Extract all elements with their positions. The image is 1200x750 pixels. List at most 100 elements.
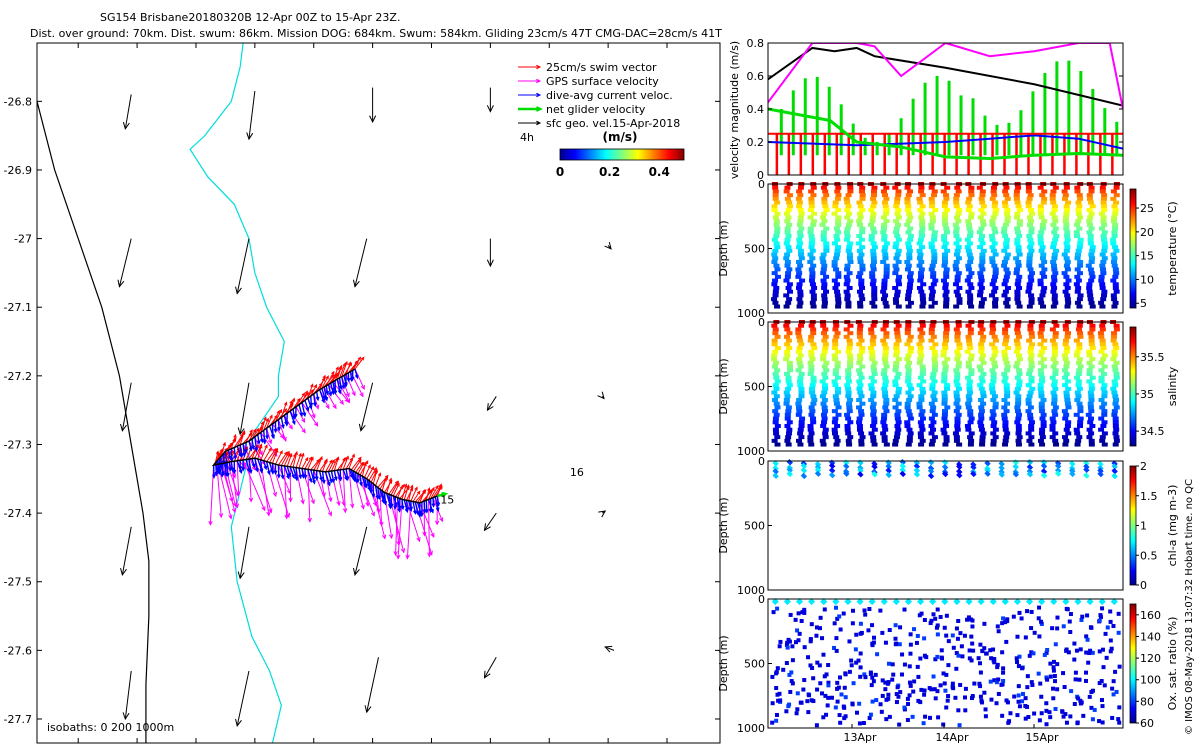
profile-sample bbox=[905, 353, 912, 358]
profile-sample bbox=[833, 233, 840, 238]
profile-sample bbox=[1112, 423, 1119, 428]
profile-sample bbox=[956, 653, 961, 658]
profile-sample bbox=[772, 427, 779, 432]
profile-sample bbox=[833, 605, 838, 610]
legend-item: dive-avg current veloc. bbox=[546, 89, 673, 102]
profile-sample bbox=[870, 259, 877, 264]
profile-sample bbox=[1074, 233, 1081, 238]
profile-sample bbox=[828, 472, 836, 479]
profile-sample bbox=[928, 226, 935, 231]
profile-sample bbox=[1072, 702, 1077, 707]
profile-sample bbox=[989, 342, 996, 347]
profile-sample bbox=[856, 420, 863, 425]
profile-sample bbox=[1087, 237, 1094, 242]
profile-sample bbox=[1098, 375, 1105, 380]
profile-sample bbox=[978, 423, 985, 428]
profile-sample bbox=[1013, 215, 1020, 220]
profile-sample bbox=[930, 394, 937, 399]
profile-sample bbox=[977, 331, 984, 336]
profile-sample bbox=[797, 364, 804, 369]
profile-sample bbox=[846, 345, 853, 350]
legend-swatch bbox=[518, 78, 542, 84]
profile-sample bbox=[929, 293, 936, 298]
profile-sample bbox=[1036, 616, 1041, 621]
profile-sample bbox=[978, 642, 983, 647]
profile-sample bbox=[843, 671, 848, 676]
profile-sample bbox=[938, 683, 943, 688]
profile-sample bbox=[920, 379, 927, 384]
profile-sample bbox=[881, 416, 888, 421]
profile-sample bbox=[1101, 256, 1108, 261]
profile-sample bbox=[943, 435, 950, 440]
profile-sample bbox=[883, 241, 890, 246]
dive-avg-current-arrow bbox=[243, 442, 248, 454]
profile-sample bbox=[1086, 349, 1093, 354]
profile-sample bbox=[858, 349, 865, 354]
profile-sample bbox=[871, 360, 878, 365]
profile-sample bbox=[904, 185, 911, 190]
profile-sample bbox=[856, 274, 863, 279]
profile-sample bbox=[1040, 289, 1047, 294]
profile-sample bbox=[1031, 651, 1036, 656]
profile-sample bbox=[1039, 222, 1046, 227]
profile-sample bbox=[834, 248, 841, 253]
profile-sample bbox=[858, 252, 865, 257]
profile-sample bbox=[1063, 256, 1070, 261]
profile-sample bbox=[953, 233, 960, 238]
profile-sample bbox=[956, 708, 961, 713]
profile-sample bbox=[823, 241, 830, 246]
profile-sample bbox=[1037, 204, 1044, 209]
profile-sample bbox=[1083, 459, 1090, 467]
profile-sample bbox=[1026, 285, 1033, 290]
profile-sample bbox=[918, 435, 925, 440]
profile-sample bbox=[1014, 200, 1021, 205]
profile-sample bbox=[784, 349, 791, 354]
profile-sample bbox=[1063, 327, 1070, 332]
profile-sample bbox=[772, 215, 779, 220]
profile-sample bbox=[837, 713, 842, 718]
profile-sample bbox=[990, 371, 997, 376]
profile-sample bbox=[1086, 222, 1093, 227]
profile-sample bbox=[797, 293, 804, 298]
dive-avg-current-arrow bbox=[318, 470, 324, 482]
dive-avg-current-arrow bbox=[309, 395, 314, 408]
profile-sample bbox=[944, 672, 949, 677]
swim-vector-arrow bbox=[307, 383, 314, 399]
profile-sample bbox=[943, 338, 950, 343]
profile-sample bbox=[955, 360, 962, 365]
profile-sample bbox=[990, 375, 997, 380]
profile-sample bbox=[990, 215, 997, 220]
profile-sample bbox=[904, 401, 911, 406]
profile-sample bbox=[919, 416, 926, 421]
profile-sample bbox=[781, 667, 786, 672]
profile-sample bbox=[1098, 397, 1105, 402]
profile-sample bbox=[919, 438, 926, 443]
profile-sample bbox=[939, 655, 944, 660]
profile-sample bbox=[895, 685, 900, 690]
profile-sample bbox=[905, 304, 912, 309]
profile-sample bbox=[1005, 617, 1010, 622]
profile-sample bbox=[854, 660, 859, 665]
profile-sample bbox=[1110, 293, 1117, 298]
profile-sample bbox=[1026, 338, 1033, 343]
profile-sample bbox=[796, 611, 801, 616]
profile-sample bbox=[1001, 226, 1008, 231]
profile-sample bbox=[881, 233, 888, 238]
profile-sample bbox=[1074, 185, 1081, 190]
profile-sample bbox=[798, 256, 805, 261]
profile-sample bbox=[1027, 252, 1034, 257]
gps-velocity-arrow bbox=[348, 468, 355, 509]
profile-sample bbox=[968, 185, 975, 190]
profile-sample bbox=[919, 304, 926, 309]
profile-sample bbox=[817, 663, 822, 668]
profile-sample bbox=[923, 714, 928, 719]
profile-sample bbox=[831, 379, 838, 384]
profile-sample bbox=[862, 672, 867, 677]
profile-sample bbox=[931, 397, 938, 402]
profile-sample bbox=[976, 230, 983, 235]
profile-sample bbox=[1075, 278, 1082, 283]
profile-sample bbox=[845, 300, 852, 305]
profile-sample bbox=[1037, 297, 1044, 302]
profile-sample bbox=[797, 233, 804, 238]
profile-sample bbox=[928, 185, 935, 190]
